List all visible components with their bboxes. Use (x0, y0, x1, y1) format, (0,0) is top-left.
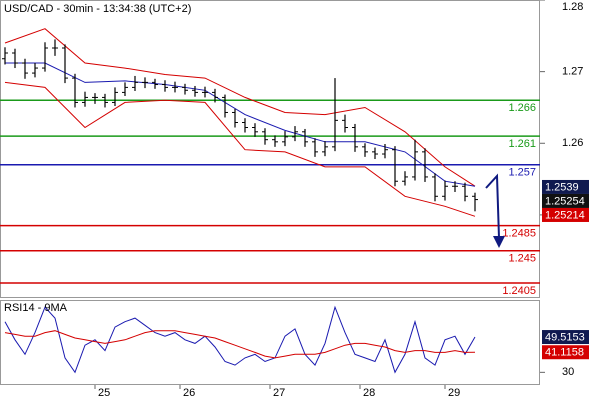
rsi-line (4, 330, 476, 359)
price-marker (542, 330, 589, 345)
projection-arrowhead (493, 236, 505, 248)
level-label: 1.2485 (502, 228, 536, 240)
y-tick-label: 1.27 (562, 66, 583, 78)
price-marker (542, 179, 589, 194)
price-marker-label: 1.25214 (545, 209, 585, 221)
x-tick-label: 29 (448, 387, 460, 399)
overlay-line (4, 81, 476, 217)
x-tick-label: 27 (273, 387, 285, 399)
rsi-line (4, 305, 476, 374)
chart-title: USD/CAD - 30min - 13:34:38 (UTC+2) (4, 3, 191, 15)
x-tick-label: 26 (183, 387, 195, 399)
price-marker (542, 345, 589, 360)
level-label: 1.261 (508, 138, 536, 150)
price-marker (542, 207, 589, 222)
level-label: 1.245 (508, 253, 536, 265)
price-marker-label: 41.1158 (545, 347, 584, 359)
rsi-title: RSI14 - 9MA (4, 302, 68, 314)
price-marker-label: 1.2539 (545, 181, 579, 193)
level-label: 1.2405 (502, 285, 536, 297)
price-marker-label: 1.25254 (545, 195, 585, 207)
x-tick-label: 28 (363, 387, 375, 399)
price-panel (0, 0, 540, 298)
level-label: 1.266 (508, 102, 536, 114)
x-tick-label: 25 (98, 387, 110, 399)
price-marker-label: 49.5153 (545, 331, 585, 343)
y-tick-label: 30 (562, 366, 574, 378)
price-marker (542, 193, 589, 208)
y-tick-label: 1.28 (562, 1, 583, 13)
overlay-line (4, 28, 476, 187)
y-tick-label: 1.26 (562, 137, 583, 149)
overlay-line (5, 62, 476, 187)
level-label: 1.257 (508, 167, 536, 179)
projection-arrow (485, 173, 500, 239)
